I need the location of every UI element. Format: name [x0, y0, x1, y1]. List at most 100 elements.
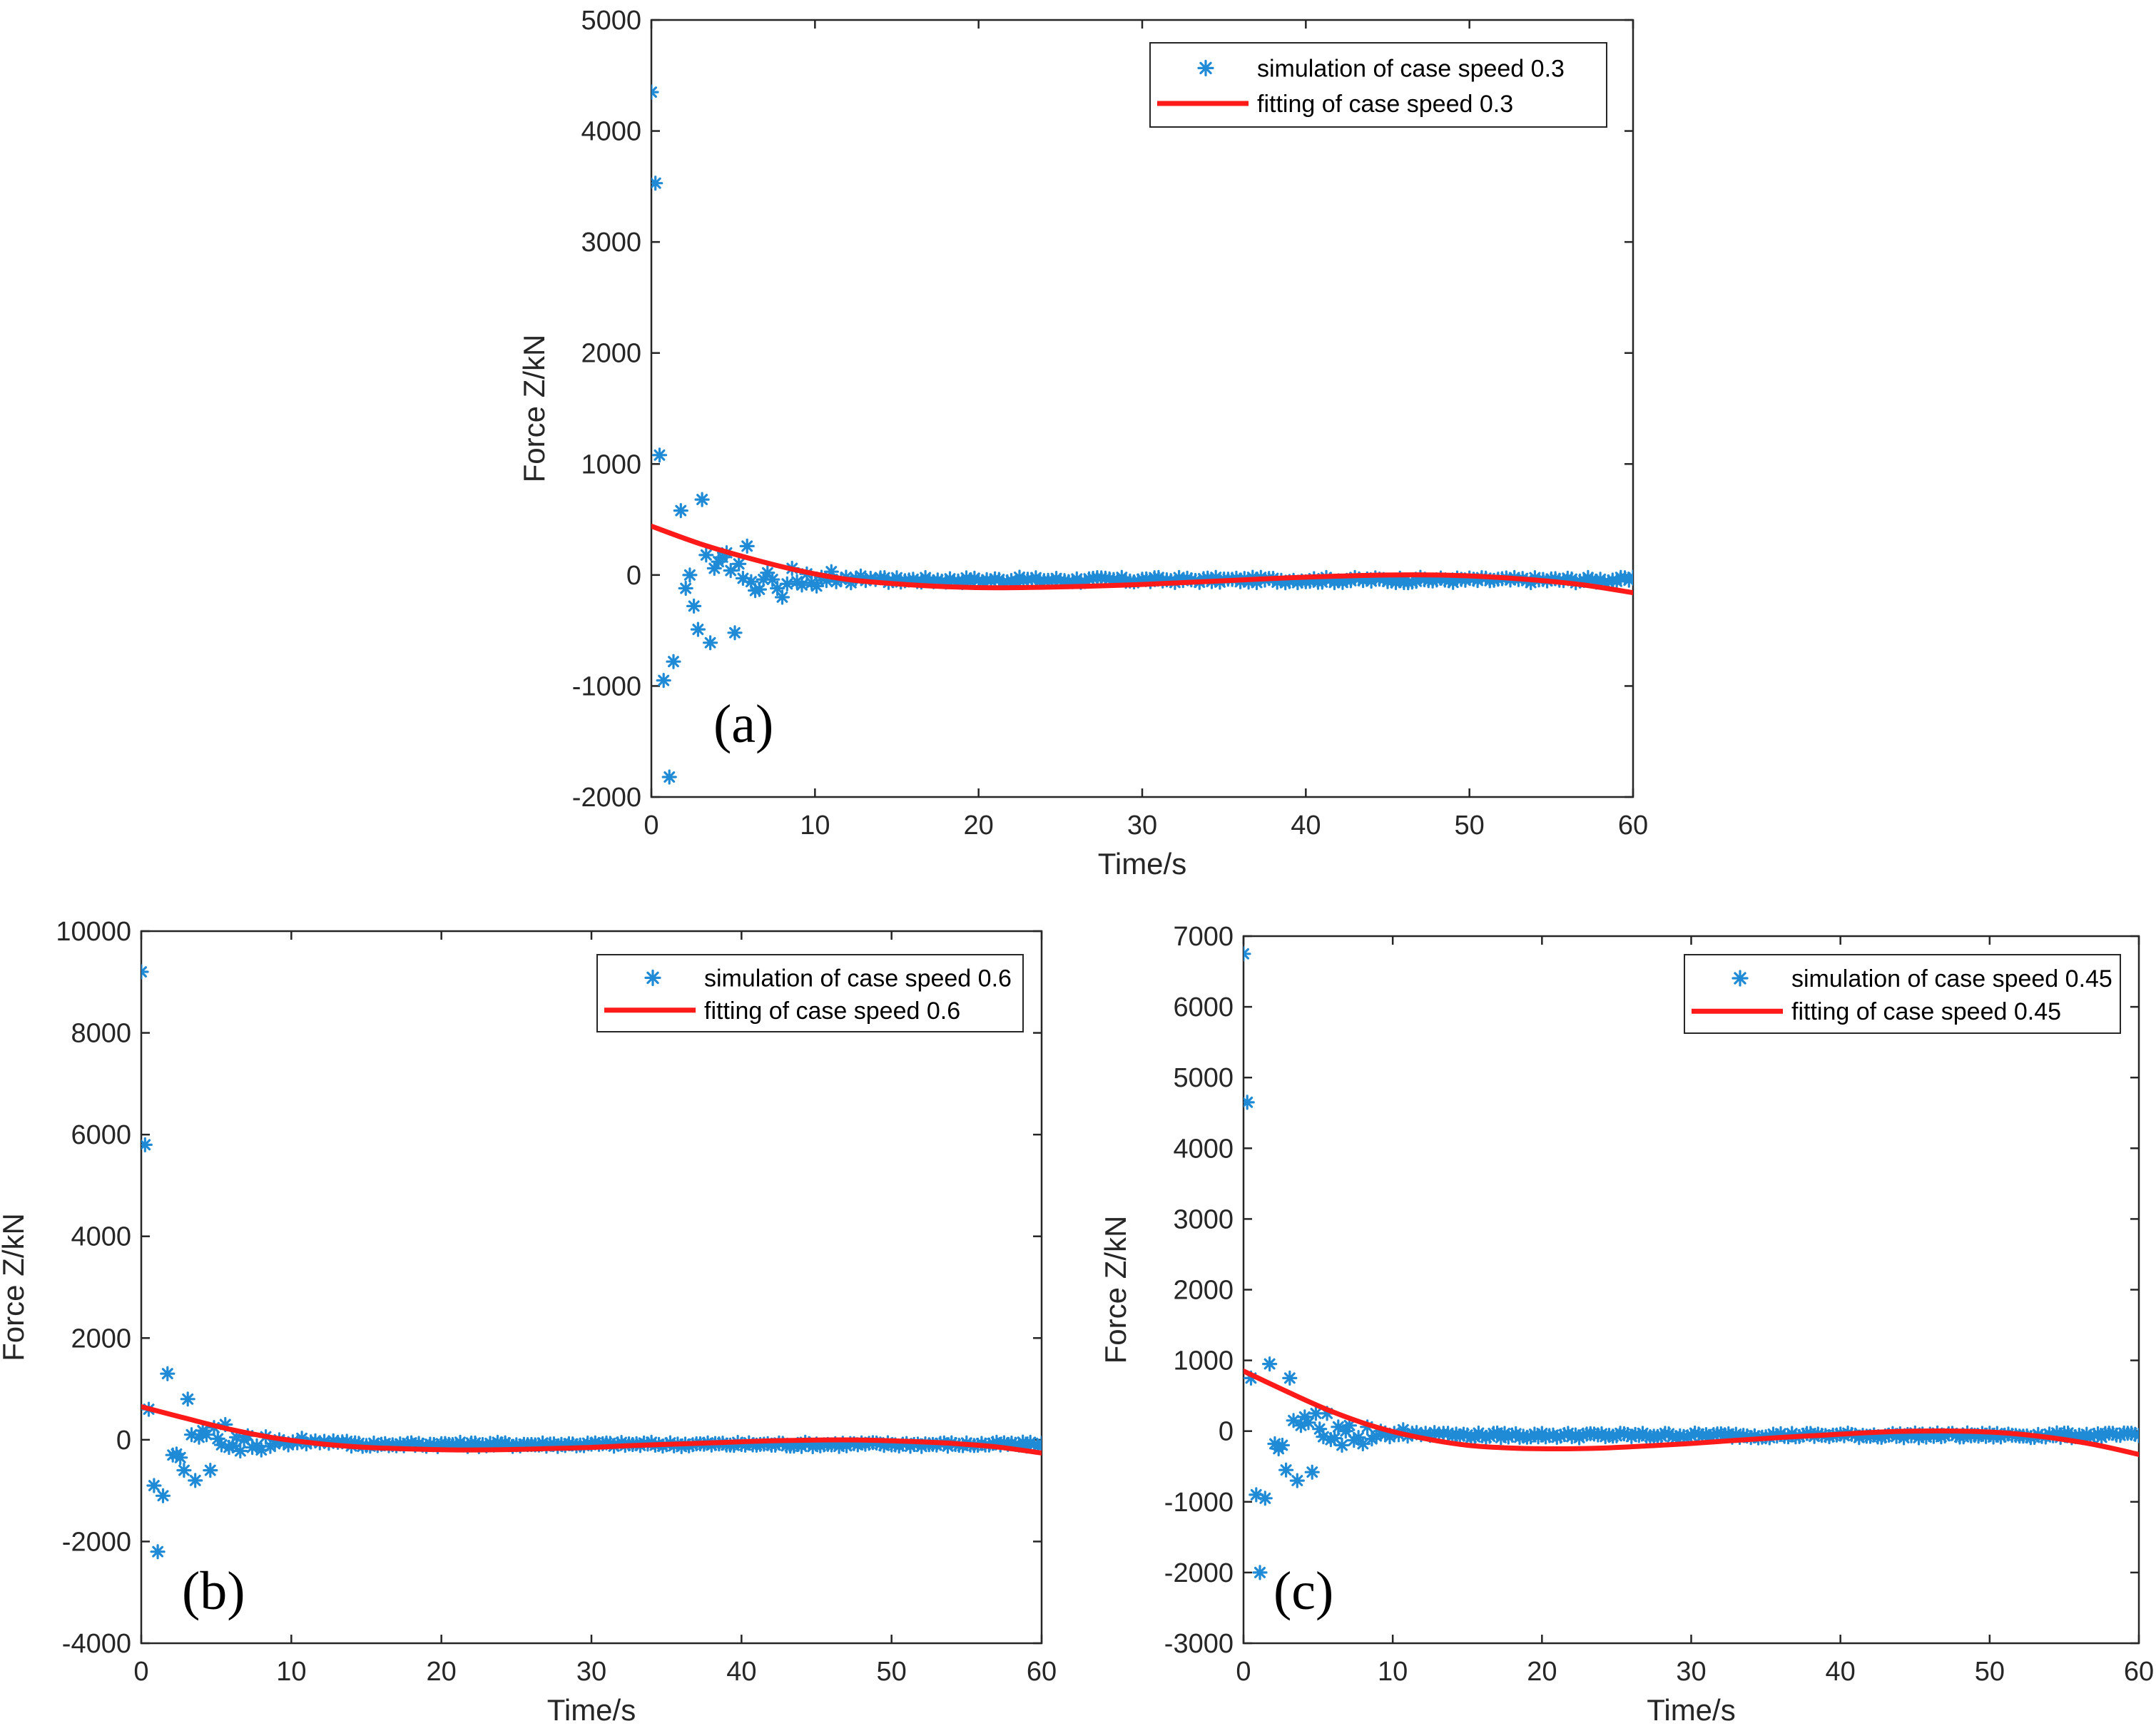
simulation-point [233, 1443, 248, 1459]
y-tick-label: -2000 [1164, 1558, 1234, 1588]
simulation-point [1312, 1421, 1328, 1437]
simulation-point [1326, 574, 1343, 591]
simulation-point [1694, 1428, 1710, 1443]
simulation-point [471, 1438, 487, 1454]
simulation-point [850, 1437, 865, 1453]
simulation-point [751, 582, 767, 597]
simulation-point [1364, 1431, 1380, 1447]
x-tick-label: 0 [133, 1657, 148, 1687]
simulation-point [1308, 1406, 1323, 1421]
simulation-point [213, 1437, 230, 1453]
simulation-point [929, 1437, 945, 1453]
simulation-point [950, 573, 966, 589]
simulation-point [1044, 573, 1060, 589]
x-tick-label: 0 [644, 811, 659, 841]
simulation-point [739, 538, 755, 554]
x-tick-label: 20 [964, 811, 994, 841]
simulation-point [756, 572, 771, 587]
simulation-point [1257, 1491, 1273, 1506]
y-tick-label: -2000 [572, 783, 641, 813]
simulation-point [1000, 574, 1015, 589]
simulation-point [828, 574, 844, 589]
simulation-point [1422, 1428, 1438, 1443]
simulation-point [1605, 572, 1620, 588]
simulation-point [1278, 575, 1293, 591]
simulation-point [1475, 1428, 1490, 1443]
x-tick-label: 60 [1027, 1657, 1057, 1687]
simulation-point [1356, 573, 1371, 589]
simulation-point [146, 1478, 162, 1493]
simulation-point [221, 1439, 237, 1456]
chart-panel-c: 0 10 20 30 40 50 60 -3000 -2000 -1000 0 1000 2000 300… [1099, 922, 2154, 1727]
x-tick-label: 50 [877, 1657, 907, 1687]
simulation-point [1504, 1427, 1520, 1443]
simulation-point [1024, 572, 1039, 587]
simulation-point [1376, 572, 1391, 587]
simulation-point [774, 589, 790, 605]
x-axis-title: Time/s [547, 1693, 636, 1727]
simulation-point [1433, 570, 1449, 586]
simulation-point [873, 1436, 888, 1452]
simulation-point [240, 1428, 255, 1443]
simulation-point [1323, 1432, 1338, 1448]
legend-simulation-label: simulation of case speed 0.6 [704, 965, 1012, 992]
x-axis-title: Time/s [1647, 1693, 1735, 1727]
simulation-point [673, 503, 688, 519]
x-tick-label: 10 [276, 1657, 306, 1687]
simulation-point [263, 1438, 278, 1454]
simulation-point [808, 1436, 825, 1452]
x-tick-label: 50 [1455, 811, 1485, 841]
simulation-point [1465, 572, 1481, 587]
plot-area-frame [140, 930, 1043, 1645]
simulation-point [1351, 1430, 1366, 1446]
simulation-point [678, 580, 693, 597]
simulation-point [155, 1488, 171, 1503]
y-tick-label: 1000 [1173, 1346, 1234, 1376]
simulation-point [1334, 1437, 1350, 1453]
simulation-point [1679, 1429, 1695, 1445]
simulation-point [651, 84, 659, 100]
simulation-point [779, 576, 795, 592]
simulation-point [1278, 1462, 1294, 1478]
simulation-point [651, 176, 663, 191]
y-tick-label: 7000 [1173, 922, 1234, 952]
simulation-point [967, 570, 982, 586]
simulation-point [203, 1463, 218, 1478]
simulation-point [905, 572, 921, 587]
simulation-point [1458, 572, 1473, 588]
simulation-point [557, 1438, 573, 1453]
simulation-point [975, 574, 990, 589]
simulation-point [565, 1436, 581, 1452]
simulation-point [809, 578, 825, 594]
x-tick-label: 50 [1975, 1657, 2005, 1687]
y-tick-label: 2000 [71, 1324, 131, 1354]
simulation-point [245, 1439, 260, 1456]
simulation-point [891, 1438, 907, 1454]
simulation-point [150, 1544, 166, 1560]
legend-simulation-marker [1197, 59, 1214, 76]
simulation-point [1130, 573, 1146, 589]
simulation-point [735, 570, 751, 587]
simulation-point [1359, 571, 1375, 587]
simulation-point [587, 1435, 603, 1451]
simulation-point [1351, 571, 1367, 587]
simulation-point [1418, 1426, 1433, 1441]
simulation-point [489, 1434, 506, 1451]
simulation-point [176, 1463, 192, 1478]
simulation-point [1384, 573, 1400, 589]
y-tick-label: 6000 [71, 1120, 131, 1150]
simulation-point [1262, 1356, 1278, 1372]
simulation-point [790, 1436, 805, 1452]
fitting-curve [1244, 1369, 2139, 1457]
y-tick-label: -1000 [572, 671, 641, 701]
simulation-point [731, 556, 747, 572]
simulation-point [1003, 573, 1019, 589]
legend-simulation-marker [1732, 970, 1749, 987]
simulation-point [1297, 1409, 1313, 1425]
simulation-point [723, 563, 738, 579]
x-tick-label: 60 [2124, 1657, 2154, 1687]
simulation-point [983, 573, 999, 589]
simulation-point [183, 1427, 200, 1443]
simulation-point [173, 1450, 188, 1466]
simulation-point [141, 964, 149, 980]
